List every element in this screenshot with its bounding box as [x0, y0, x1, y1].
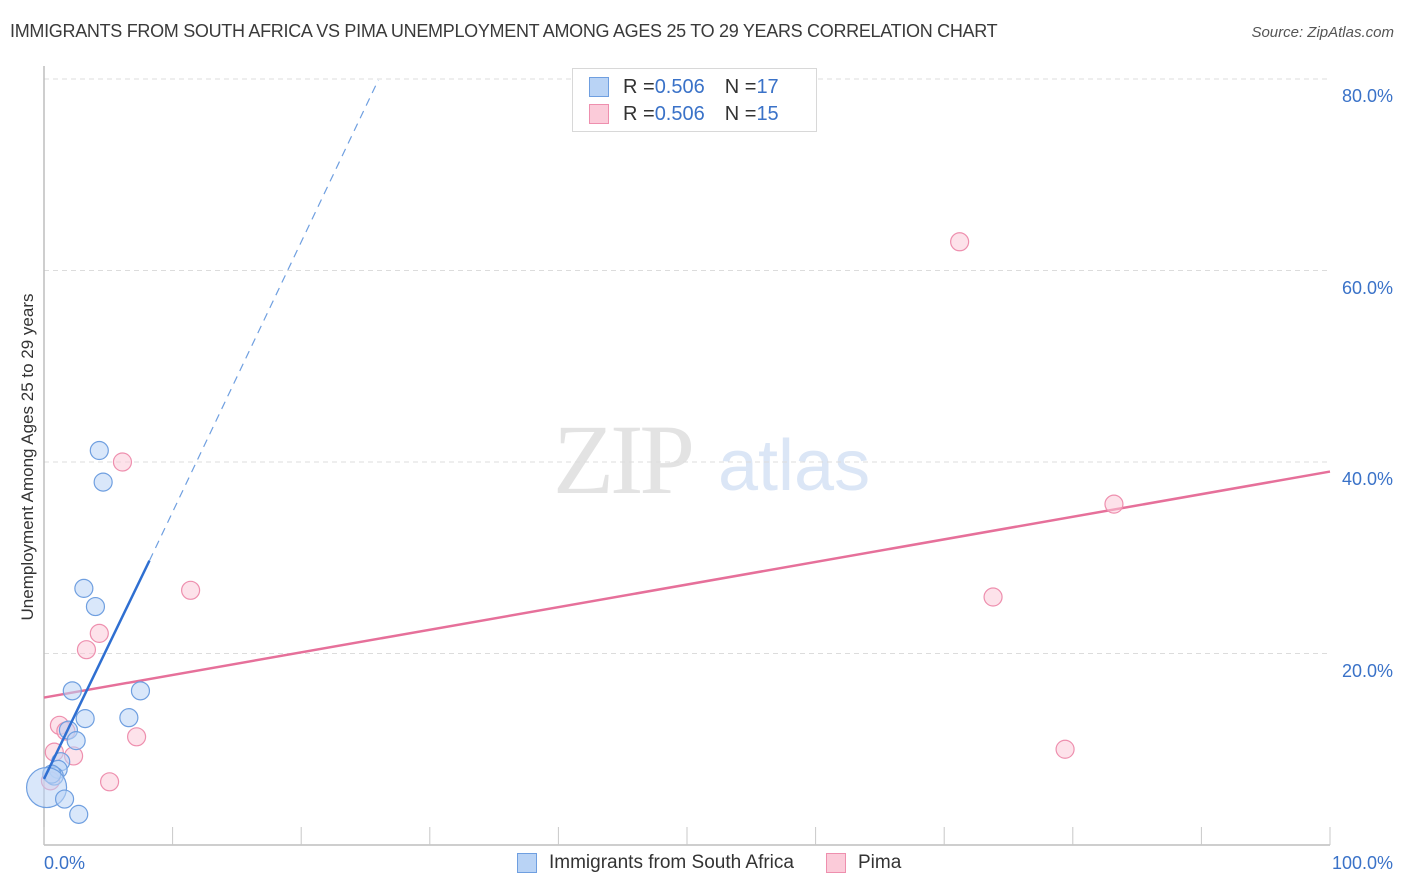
series-legend: Immigrants from South Africa Pima: [517, 852, 933, 874]
legend-row-pima: R = 0.506 N = 15: [589, 102, 779, 126]
pima-point: [99, 772, 120, 792]
pima-point: [1104, 494, 1124, 514]
south-africa-point: [119, 708, 139, 728]
y-tick-60: 60.0%: [1341, 278, 1393, 298]
gridlines: [44, 78, 1330, 654]
source-label: Source: ZipAtlas.com: [1251, 24, 1394, 41]
r-value: 0.506: [654, 102, 705, 125]
watermark-atlas: atlas: [718, 426, 871, 506]
swatch-pink: [589, 104, 609, 124]
south-africa-point: [66, 731, 86, 751]
pima-point: [950, 232, 970, 252]
swatch-blue: [589, 77, 609, 97]
legend-item-south-africa[interactable]: Immigrants from South Africa: [517, 852, 794, 874]
chart-title: IMMIGRANTS FROM SOUTH AFRICA VS PIMA UNE…: [10, 21, 998, 41]
south-africa-point: [89, 440, 109, 461]
y-tick-80: 80.0%: [1341, 86, 1393, 106]
x-tick-max: 100.0%: [1331, 853, 1393, 873]
y-axis-title: Unemployment Among Ages 25 to 29 years: [18, 293, 37, 621]
south-africa-point: [69, 804, 89, 824]
south-africa-trend-line: [42, 560, 151, 780]
swatch-blue: [517, 853, 537, 873]
pima-trend-line: [43, 470, 1331, 699]
pima-point: [181, 580, 201, 600]
correlation-legend: R = 0.506 N = 17 R = 0.506 N = 15: [572, 68, 817, 132]
r-label: R =: [623, 102, 655, 125]
south-africa-point: [74, 578, 94, 598]
pima-point: [126, 727, 147, 747]
r-value: 0.506: [654, 75, 705, 98]
pima-point: [89, 623, 109, 643]
n-value: 17: [756, 75, 779, 98]
south-africa-point: [75, 709, 95, 729]
pima-point: [112, 452, 133, 472]
legend-label: Immigrants from South Africa: [549, 852, 794, 873]
watermark-zip: ZIP: [553, 404, 695, 515]
n-label: N =: [724, 75, 757, 98]
south-africa-point: [93, 472, 113, 492]
pima-point: [1055, 739, 1075, 759]
legend-item-pima[interactable]: Pima: [825, 852, 902, 874]
south-africa-point: [85, 596, 106, 617]
legend-label: Pima: [857, 852, 902, 873]
n-label: N =: [724, 102, 757, 125]
y-tick-40: 40.0%: [1341, 469, 1393, 489]
axes: [43, 66, 1331, 846]
pima-point: [983, 587, 1003, 607]
south-africa-point: [62, 681, 82, 701]
swatch-pink: [825, 853, 846, 873]
south-africa-point: [130, 681, 151, 701]
legend-row-south-africa: R = 0.506 N = 17: [589, 75, 779, 99]
x-tick-min: 0.0%: [44, 853, 86, 873]
n-value: 15: [756, 102, 779, 125]
r-label: R =: [623, 75, 655, 98]
south-africa-point: [54, 789, 75, 809]
y-tick-20: 20.0%: [1341, 661, 1393, 681]
trend-lines: [43, 79, 1331, 699]
south-africa-trend-extension: [148, 79, 379, 561]
pima-point: [76, 640, 97, 660]
data-points: [25, 232, 1124, 824]
